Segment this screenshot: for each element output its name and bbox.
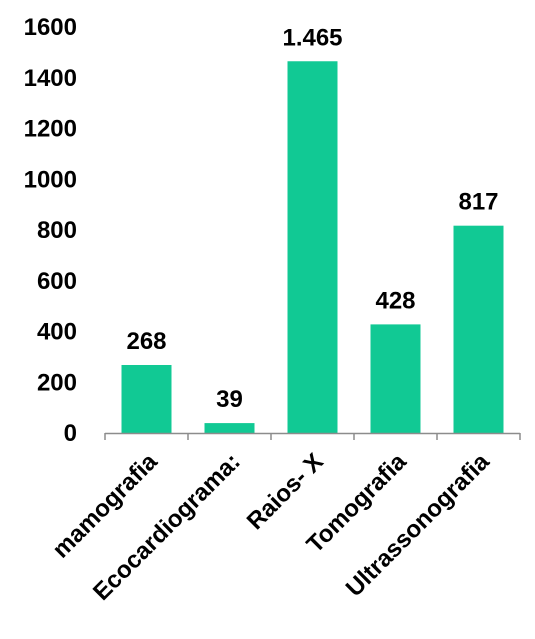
data-labels: 268 39 1.465 428 817 [126,24,498,413]
bars [121,61,504,433]
bar-raios-x [287,61,338,433]
y-tick-label: 1200 [24,116,77,143]
y-tick-label: 1400 [24,65,77,92]
y-tick-label: 200 [37,369,77,396]
category-label: Ecocardiograma: [88,448,246,606]
data-label: 817 [458,189,498,216]
bar-tomografia [370,324,421,433]
data-label: 428 [375,287,415,314]
bar-mamografia [121,364,172,433]
category-label: Raios- X [242,448,329,535]
data-label: 1.465 [282,24,342,51]
y-axis: 0 200 400 600 800 1000 1200 1400 1600 [24,14,77,447]
bar-ultrassonografia [453,225,504,433]
x-axis [104,432,521,440]
y-tick-label: 600 [37,268,77,295]
bar-ecocardiograma [204,423,255,433]
data-label: 39 [216,386,243,413]
category-label: Ultrassonografia [341,448,495,602]
y-tick-label: 0 [64,420,77,447]
y-tick-label: 1600 [24,14,77,41]
y-tick-label: 1000 [24,166,77,193]
y-tick-label: 400 [37,319,77,346]
data-label: 268 [126,328,166,355]
y-tick-label: 800 [37,217,77,244]
